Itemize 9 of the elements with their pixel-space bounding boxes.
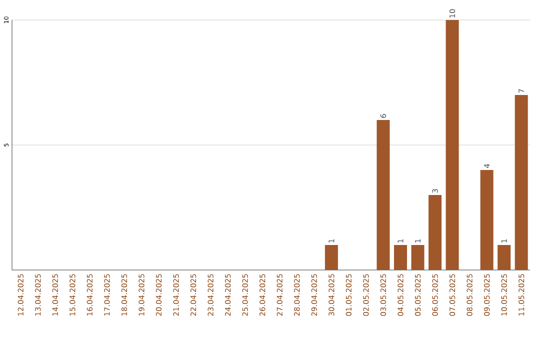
bar	[480, 170, 494, 270]
bar	[394, 245, 408, 270]
bar	[324, 245, 338, 270]
bar	[411, 245, 424, 270]
bar	[446, 20, 459, 270]
bar	[514, 95, 528, 270]
bar	[498, 245, 511, 270]
bar	[376, 120, 390, 270]
bar	[428, 195, 442, 270]
